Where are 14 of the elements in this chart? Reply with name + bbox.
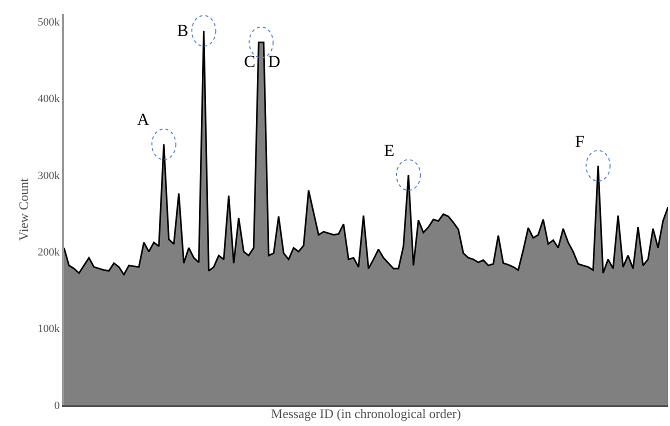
- y-tick-label: 300k: [38, 170, 60, 182]
- x-axis-title: Message ID (in chronological order): [271, 406, 461, 422]
- y-tick-label: 400k: [38, 93, 60, 106]
- y-tick-label: 100k: [38, 323, 60, 336]
- y-axis-title: View Count: [16, 178, 32, 241]
- y-tick-label: 0: [54, 400, 60, 412]
- annotation: F: [575, 132, 584, 151]
- annotation: C: [244, 52, 256, 71]
- annotation: B: [177, 21, 188, 40]
- y-tick-label: 500k: [38, 16, 60, 29]
- annotation: E: [384, 141, 394, 160]
- annotation: A: [137, 110, 150, 129]
- annotation: D: [268, 52, 280, 71]
- y-tick-label: 200k: [38, 246, 60, 259]
